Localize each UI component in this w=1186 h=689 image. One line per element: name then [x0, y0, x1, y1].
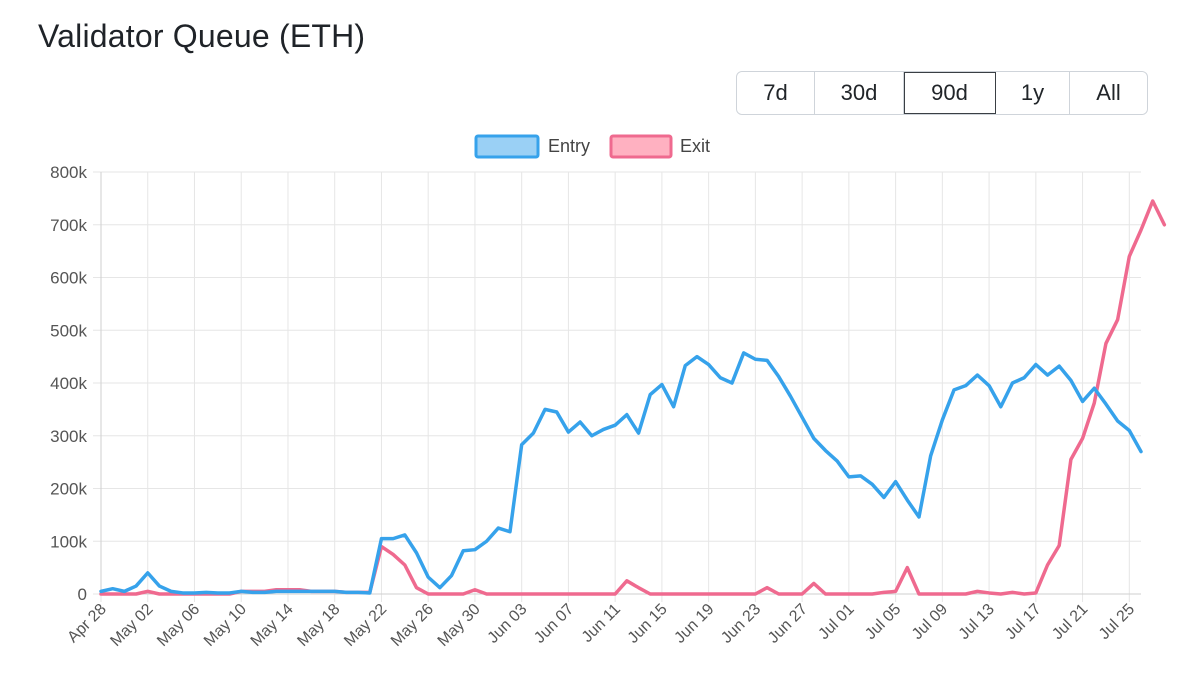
x-tick-label: Jun 03: [485, 601, 531, 647]
x-tick-label: May 26: [388, 601, 437, 650]
x-tick-label: Jun 15: [625, 601, 671, 647]
range-all-button[interactable]: All: [1070, 72, 1147, 114]
x-tick-label: May 18: [294, 601, 343, 650]
x-tick-label: May 02: [107, 601, 156, 650]
legend-entry-label[interactable]: Entry: [548, 136, 590, 156]
x-tick-label: May 30: [435, 601, 484, 650]
time-range-selector: 7d 30d 90d 1y All: [736, 71, 1148, 115]
legend[interactable]: Entry Exit: [474, 134, 710, 159]
x-tick-label: Jun 27: [765, 601, 811, 647]
x-tick-label: Jun 19: [671, 601, 717, 647]
x-tick-label: Jul 09: [909, 601, 951, 643]
y-tick-label: 600k: [50, 269, 87, 288]
x-tick-label: Apr 28: [64, 601, 109, 646]
x-tick-label: Jun 11: [579, 601, 624, 646]
x-tick-label: Jul 25: [1096, 601, 1138, 643]
x-tick-label: Jul 01: [815, 601, 857, 643]
range-1y-button[interactable]: 1y: [996, 72, 1070, 114]
grid: [93, 171, 1141, 602]
y-tick-label: 0: [78, 585, 87, 604]
legend-exit-label[interactable]: Exit: [680, 136, 710, 156]
legend-entry-swatch[interactable]: [474, 134, 540, 159]
range-90d-button[interactable]: 90d: [904, 72, 996, 114]
x-tick-label: Jul 05: [862, 601, 904, 643]
range-30d-button[interactable]: 30d: [815, 72, 904, 114]
x-tick-label: May 14: [248, 601, 297, 650]
y-tick-label: 100k: [50, 532, 87, 551]
y-tick-label: 400k: [50, 374, 87, 393]
x-tick-label: Jul 13: [956, 601, 998, 643]
x-tick-label: Jun 23: [718, 601, 764, 647]
x-tick-label: May 06: [154, 601, 203, 650]
page-title: Validator Queue (ETH): [38, 18, 366, 54]
x-tick-label: Jul 21: [1049, 601, 1091, 643]
x-tick-label: May 10: [201, 601, 250, 650]
range-7d-button[interactable]: 7d: [737, 72, 815, 114]
y-tick-label: 300k: [50, 427, 87, 446]
series-lines: [99, 199, 1167, 596]
y-tick-label: 700k: [50, 216, 87, 235]
series-line-entry: [99, 351, 1143, 595]
x-tick-label: May 22: [341, 601, 390, 650]
y-tick-label: 500k: [50, 321, 87, 340]
y-tick-label: 200k: [50, 480, 87, 499]
y-tick-label: 800k: [50, 163, 87, 182]
x-tick-label: Jul 17: [1002, 601, 1044, 643]
legend-exit-swatch[interactable]: [609, 134, 673, 159]
y-axis: 0 100k 200k 300k 400k 500k 600k 700k 800k: [50, 163, 87, 604]
x-tick-label: Jun 07: [531, 601, 577, 647]
